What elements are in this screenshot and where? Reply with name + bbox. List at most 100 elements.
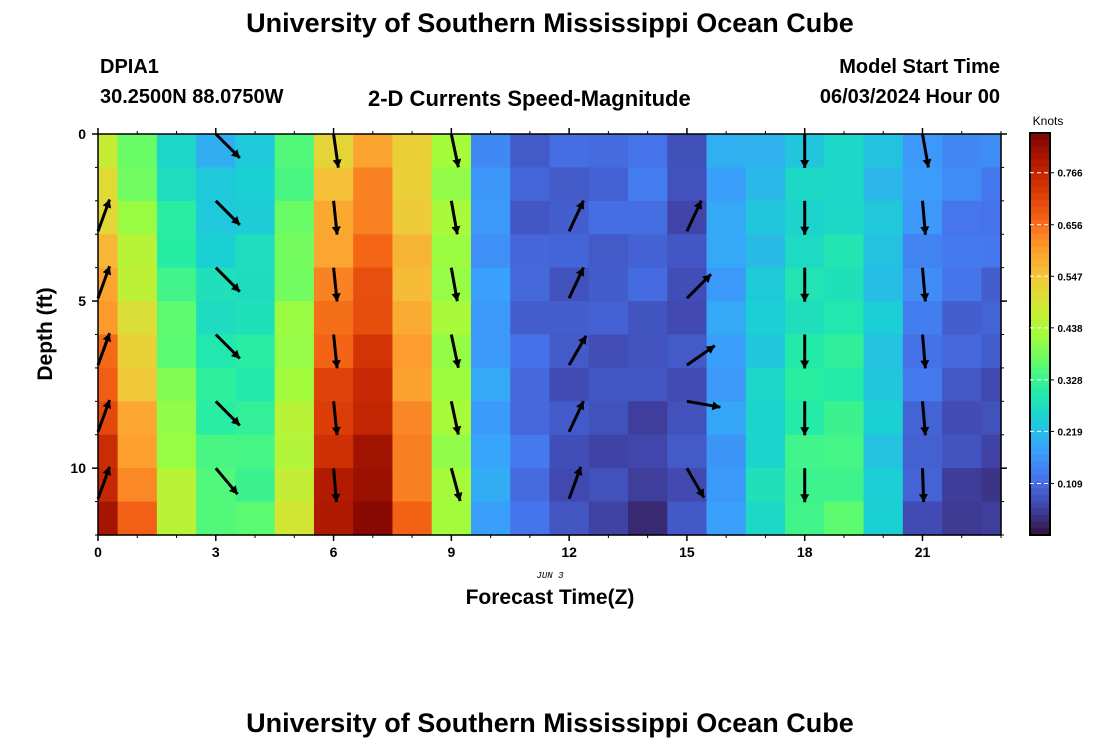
- current-vector-arrow: [686, 399, 721, 411]
- colorbar-swatch: [1030, 501, 1050, 509]
- heatmap-cell: [510, 134, 551, 169]
- colorbar-swatch: [1030, 407, 1050, 415]
- heatmap-cell: [353, 501, 394, 536]
- heatmap-cell: [863, 367, 904, 402]
- heatmap-cell: [745, 367, 786, 402]
- colorbar-swatch: [1030, 441, 1050, 449]
- heatmap-cell: [745, 200, 786, 235]
- current-vector-arrow: [449, 400, 462, 435]
- current-vector-arrow: [331, 468, 341, 503]
- heatmap-cell: [942, 434, 982, 469]
- colorbar-swatch: [1030, 354, 1050, 362]
- colorbar-swatch: [1030, 246, 1050, 255]
- colorbar-tick-label: 0.328: [1057, 376, 1082, 387]
- heatmap-cell: [824, 334, 865, 369]
- heatmap-cell: [431, 367, 472, 402]
- heatmap-cell: [313, 367, 354, 402]
- heatmap-cell: [549, 134, 590, 169]
- y-tick-label: 0: [78, 126, 86, 142]
- heatmap-cell: [942, 501, 982, 536]
- heatmap-cell: [392, 501, 433, 536]
- heatmap-cell: [117, 434, 158, 469]
- colorbar-swatch: [1030, 313, 1050, 322]
- colorbar-tick-label: 0.547: [1057, 272, 1082, 283]
- heatmap-cell: [588, 167, 629, 202]
- heatmap-cell: [667, 367, 708, 402]
- heatmap-cell: [510, 301, 551, 336]
- heatmap-cell: [588, 501, 629, 536]
- model-start-value: 06/03/2024 Hour 00: [819, 86, 1000, 108]
- colorbar-swatch: [1030, 267, 1050, 275]
- current-vector-arrow: [685, 199, 703, 233]
- colorbar-swatch: [1030, 220, 1050, 228]
- colorbar-tick-label: 0.656: [1057, 221, 1082, 232]
- heatmap-cell: [392, 134, 433, 169]
- heatmap-cell: [235, 301, 276, 336]
- colorbar-swatch: [1030, 193, 1050, 201]
- heatmap-cell: [98, 434, 119, 469]
- colorbar-swatch: [1030, 273, 1050, 281]
- current-vector-arrow: [920, 401, 930, 436]
- x-tick-label: 6: [330, 544, 338, 560]
- colorbar-swatch: [1030, 387, 1050, 395]
- heatmap-cell: [470, 434, 511, 469]
- heatmap-cell: [431, 234, 472, 269]
- heatmap-cell: [785, 167, 825, 202]
- heatmap-cell: [942, 401, 982, 436]
- heatmap-cell: [470, 501, 511, 536]
- heatmap-cell: [156, 401, 197, 436]
- heatmap-cell: [863, 167, 904, 202]
- x-tick-label: 15: [679, 544, 695, 560]
- colorbar-swatch: [1030, 233, 1050, 241]
- heatmap-cell: [588, 234, 629, 269]
- heatmap-cell: [98, 301, 119, 336]
- heatmap-cell: [156, 267, 197, 302]
- heatmap-cell: [156, 501, 197, 536]
- heatmap-cell: [628, 200, 668, 235]
- heatmap-cell: [549, 501, 590, 536]
- colorbar-swatch: [1030, 461, 1050, 469]
- current-vector-arrow: [449, 200, 461, 235]
- heatmap-cell: [706, 468, 747, 503]
- heatmap-cell: [745, 501, 786, 536]
- heatmap-cell: [902, 434, 943, 469]
- heatmap-cell: [274, 200, 315, 235]
- current-vector-arrow: [449, 267, 461, 302]
- date-label: JUN 3: [536, 571, 564, 581]
- heatmap-cell: [863, 234, 904, 269]
- heatmap-cell: [942, 334, 982, 369]
- colorbar-swatch: [1030, 153, 1050, 161]
- heatmap-cell: [981, 367, 1002, 402]
- heatmap-cell: [667, 468, 708, 503]
- heatmap-cell: [667, 401, 708, 436]
- current-vector-arrow: [214, 333, 241, 360]
- colorbar-swatch: [1030, 240, 1050, 248]
- heatmap-cell: [156, 468, 197, 503]
- heatmap-cell: [628, 401, 668, 436]
- heatmap-cell: [313, 234, 354, 269]
- current-vector-arrow: [331, 200, 341, 235]
- colorbar-swatch: [1030, 347, 1050, 355]
- heatmap-cell: [117, 401, 158, 436]
- page-title-top: University of Southern Mississippi Ocean…: [246, 8, 854, 38]
- heatmap-cell: [392, 434, 433, 469]
- heatmap-cell: [117, 468, 158, 503]
- heatmap-cell: [117, 267, 158, 302]
- heatmap-cell: [235, 401, 276, 436]
- heatmap-cell: [117, 367, 158, 402]
- heatmap-cell: [628, 334, 668, 369]
- heatmap-cell: [981, 501, 1002, 536]
- heatmap-cell: [981, 468, 1002, 503]
- colorbar-swatch: [1030, 159, 1050, 168]
- heatmap-cell: [156, 134, 197, 169]
- heatmap-cell: [902, 234, 943, 269]
- current-vector-arrow: [567, 334, 588, 366]
- current-vector-arrow: [96, 466, 112, 500]
- heatmap-cell: [588, 367, 629, 402]
- heatmap-cell: [942, 468, 982, 503]
- heatmap-cell: [549, 367, 590, 402]
- heatmap-cell: [235, 367, 276, 402]
- current-vector-arrow: [800, 200, 810, 235]
- heatmap-cell: [588, 134, 629, 169]
- heatmap-cell: [981, 167, 1002, 202]
